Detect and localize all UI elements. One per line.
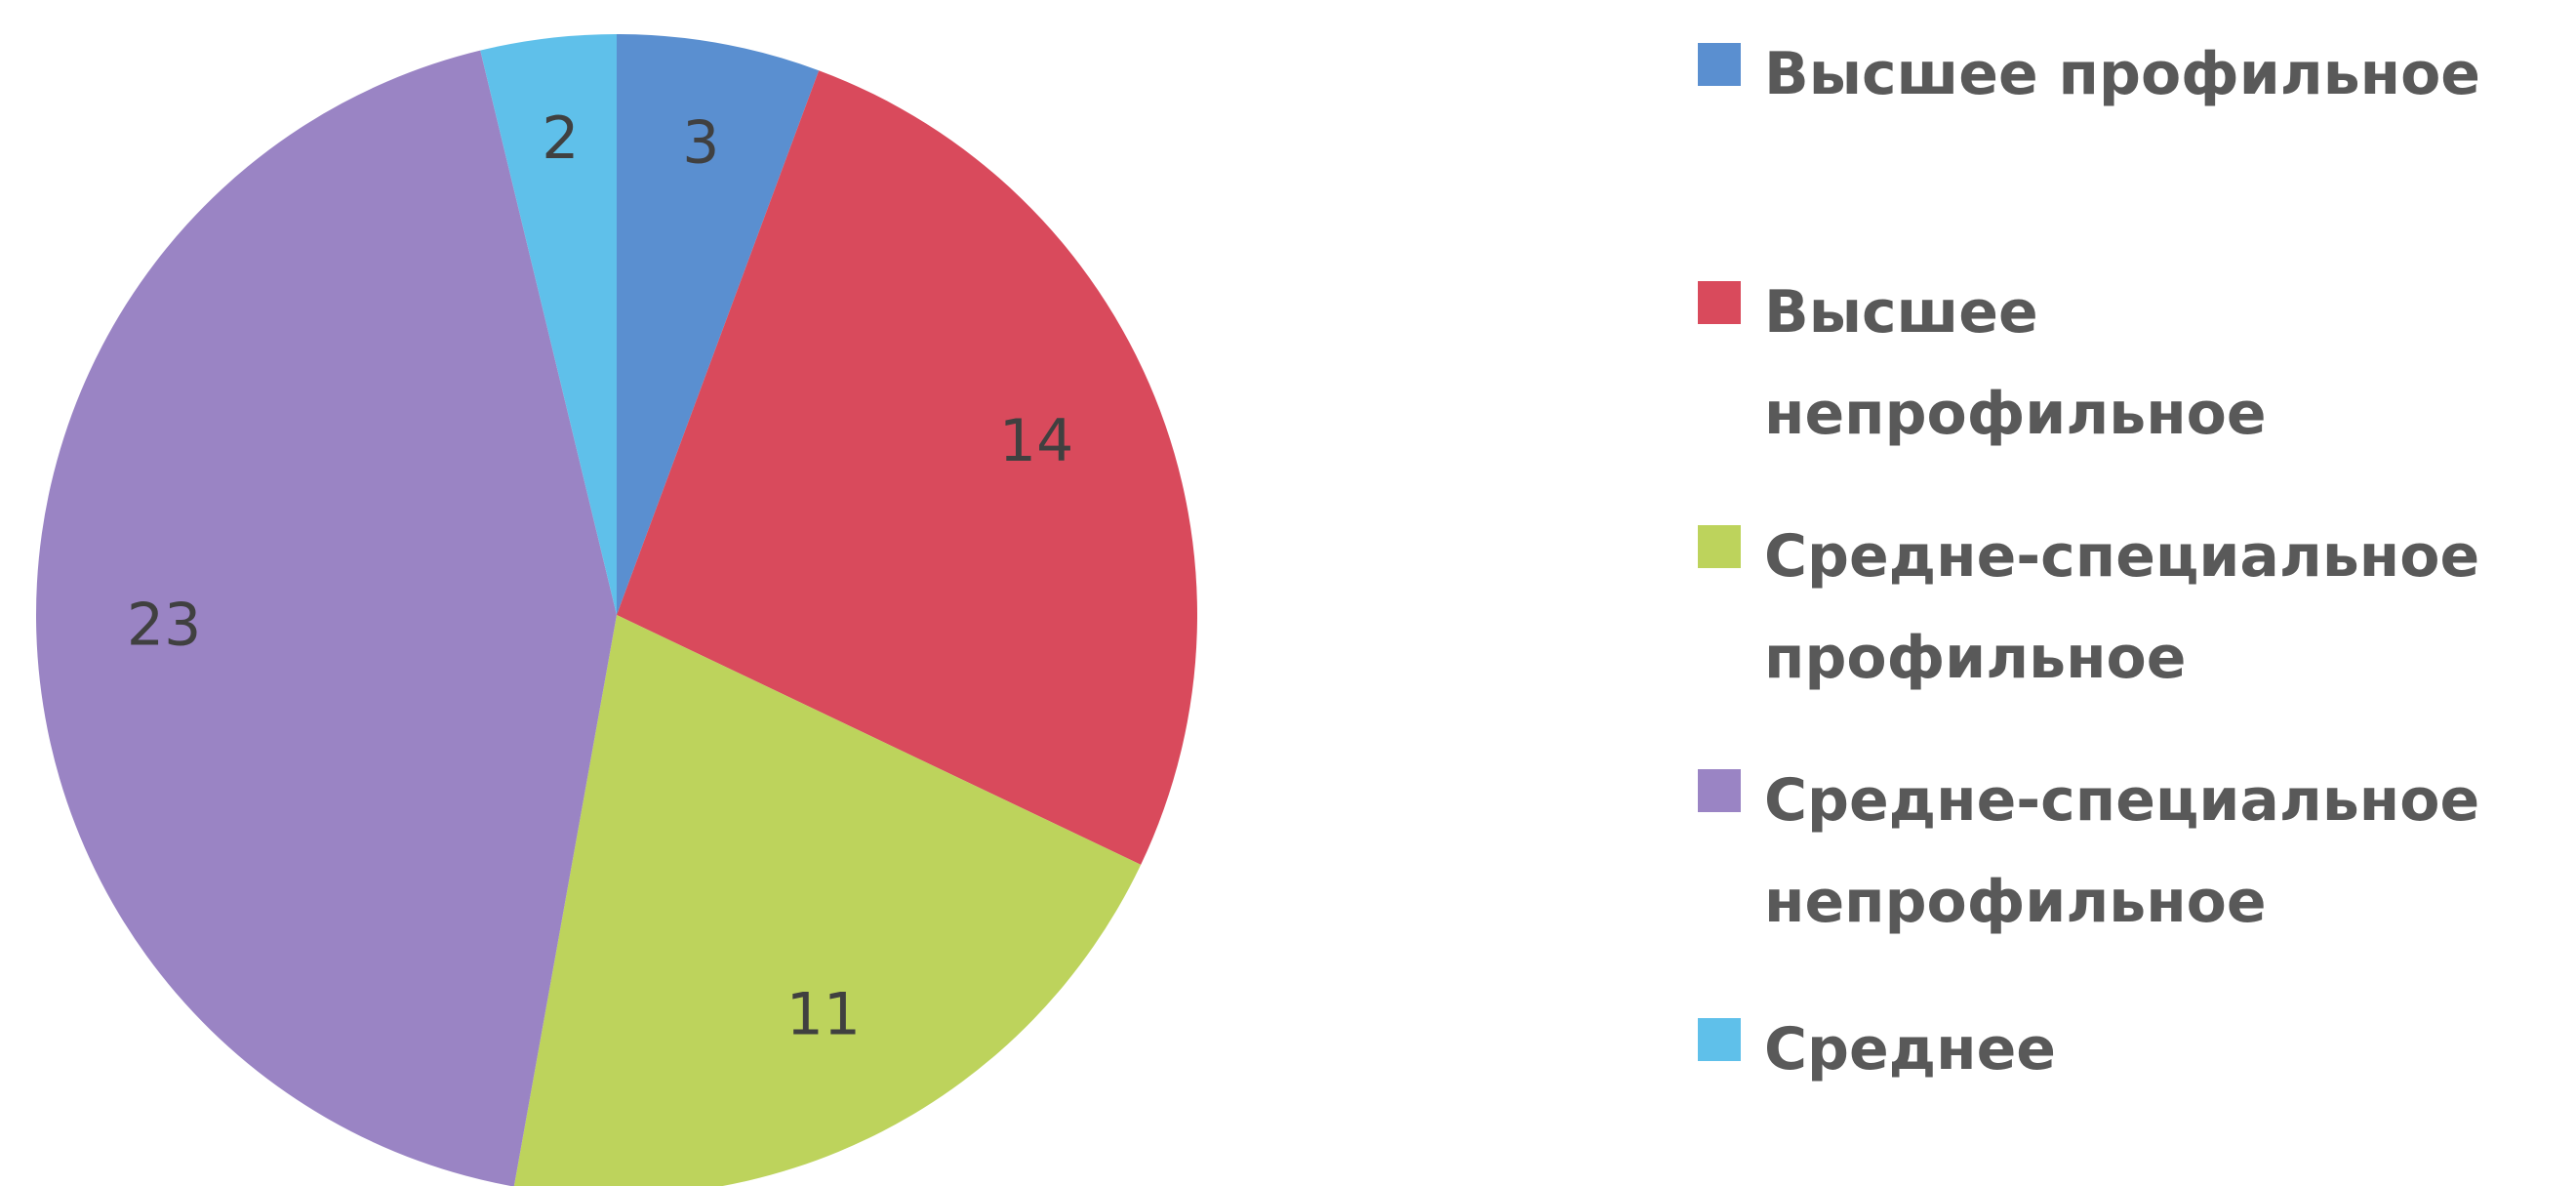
data-label: 23 — [127, 591, 201, 659]
legend-label: Среднее — [1764, 1015, 2056, 1084]
legend-item: Среднее — [1698, 999, 2537, 1100]
legend-item: Средне-специальное профильное — [1698, 506, 2537, 709]
data-label: 2 — [542, 104, 579, 173]
legend-swatch — [1698, 43, 1741, 86]
legend-swatch — [1698, 769, 1741, 812]
legend-label: Высшее непрофильное — [1764, 278, 2267, 448]
legend-label: Средне-специальное непрофильное — [1764, 766, 2480, 936]
legend-swatch — [1698, 281, 1741, 324]
legend-label: Средне-специальное профильное — [1764, 522, 2480, 692]
pie-slice — [513, 615, 1142, 1186]
pie-slice — [35, 50, 617, 1186]
pie-slice — [480, 34, 617, 615]
pie-slice — [617, 70, 1197, 865]
legend-item: Высшее профильное — [1698, 23, 2537, 125]
legend-label: Высшее профильное — [1764, 40, 2481, 108]
data-label: 11 — [786, 980, 861, 1048]
legend-swatch — [1698, 525, 1741, 568]
data-label: 3 — [682, 108, 719, 177]
legend-item: Средне-специальное непрофильное — [1698, 750, 2537, 953]
legend-swatch — [1698, 1018, 1741, 1061]
legend-item: Высшее непрофильное — [1698, 262, 2537, 465]
pie-slice — [617, 34, 820, 615]
data-label: 14 — [999, 407, 1073, 475]
